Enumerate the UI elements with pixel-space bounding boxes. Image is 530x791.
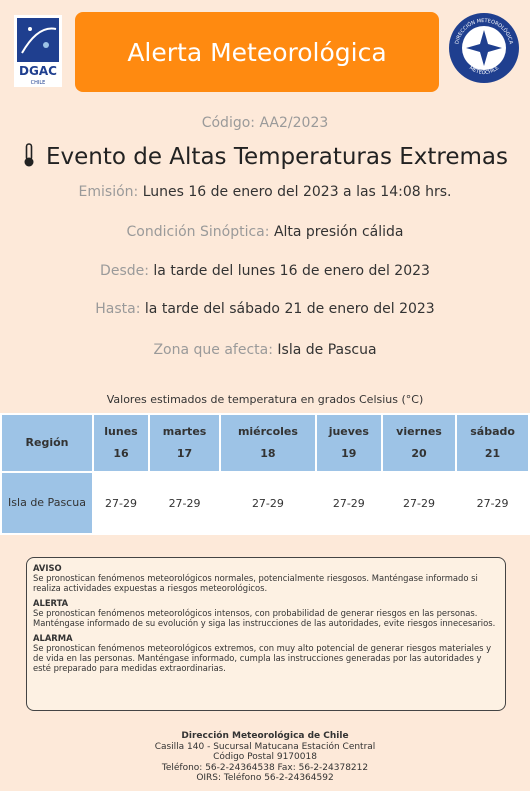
- field-label: Condición Sinóptica:: [126, 224, 270, 240]
- logo-arc-bottom: METEOCHILE: [468, 65, 500, 76]
- day-date: 16: [113, 447, 129, 460]
- field-label: Emisión:: [78, 184, 139, 200]
- footer-line: OIRS: Teléfono 56-2-24364592: [196, 773, 334, 783]
- day-name: lunes: [104, 425, 138, 438]
- region-header: Región: [0, 413, 94, 473]
- field-label: Hasta:: [95, 301, 141, 317]
- footer-line: Código Postal 9170018: [213, 752, 317, 762]
- day-name: jueves: [328, 425, 369, 438]
- meteochile-logo: DIRECCIÓN METEOROLÓGICA METEOCHILE: [449, 13, 519, 83]
- field-value: Lunes 16 de enero del 2023 a las 14:08 h…: [142, 184, 452, 200]
- alert-levels: AVISO Se pronostican fenómenos meteorológ…: [26, 557, 506, 711]
- day-header: lunes 16: [92, 413, 150, 473]
- value-cell: 27-29: [380, 471, 458, 535]
- table-caption: Valores estimados de temperatura en grad…: [106, 393, 424, 406]
- logo-arc-text: METEOCHILE: [468, 65, 500, 76]
- data-row: Isla de Pascua 27-29 27-29 27-29 27-29 27-29 2…: [0, 471, 530, 535]
- day-date: 18: [260, 447, 276, 460]
- level-text: Se pronostican fenómenos meteorológicos …: [33, 608, 496, 628]
- day-name: sábado: [470, 425, 515, 438]
- field-label: Desde:: [100, 263, 149, 279]
- day-date: 17: [176, 447, 193, 460]
- banner-title: Alerta Meteorológica: [75, 12, 439, 92]
- field-label: Zona que afecta:: [153, 342, 273, 358]
- field: Desde: la tarde del lunes 16 de enero de…: [0, 263, 530, 279]
- value-cell: 27-29: [455, 471, 530, 535]
- day-header: miércoles 18: [219, 413, 317, 473]
- field-value: la tarde del sábado 21 de enero del 2023: [144, 301, 435, 317]
- event-line: Evento de Altas Temperaturas Extremas: [0, 142, 530, 170]
- code-value: AA2/2023: [259, 115, 329, 131]
- footer: Dirección Meteorológica de Chile Casilla …: [0, 731, 530, 784]
- code-line: Código: AA2/2023: [0, 115, 530, 131]
- day-header: martes 17: [147, 413, 222, 473]
- day-header: jueves 19: [314, 413, 383, 473]
- day-name: martes: [162, 425, 207, 438]
- field: Emisión: Lunes 16 de enero del 2023 a la…: [0, 184, 530, 200]
- day-date: 20: [411, 447, 427, 460]
- level-text: Se pronostican fenómenos meteorológicos …: [33, 573, 478, 593]
- field-value: Alta presión cálida: [273, 224, 404, 240]
- field: Zona que afecta: Isla de Pascua: [0, 342, 530, 358]
- value-cell: 27-29: [219, 471, 317, 535]
- dgac-logo: DGAC CHILE: [14, 15, 62, 87]
- code-label: Código:: [201, 115, 256, 131]
- footer-line: Casilla 140 - Sucursal Matucana Estación…: [154, 741, 376, 752]
- thermometer-icon: [24, 143, 34, 167]
- day-header: sábado 21: [455, 413, 530, 473]
- level-text: Se pronostican fenómenos meteorológicos …: [33, 643, 492, 673]
- day-name: viernes: [396, 425, 442, 438]
- footer-line: Teléfono: 56-2-24364538 Fax: 56-2-243782…: [161, 762, 369, 773]
- value-cell: 27-29: [92, 471, 150, 535]
- day-date: 21: [484, 447, 501, 460]
- level-title: AVISO: [33, 563, 62, 573]
- forecast-table: Región lunes 16 martes 17 miércoles 18 jueves 19…: [0, 413, 530, 535]
- day-name: miércoles: [237, 425, 298, 438]
- event-title: Evento de Altas Temperaturas Extremas: [45, 144, 509, 170]
- field: Condición Sinóptica: Alta presión cálida: [0, 224, 530, 240]
- field: Hasta: la tarde del sábado 21 de enero d…: [0, 301, 530, 317]
- day-header: viernes 20: [380, 413, 458, 473]
- region-cell: Isla de Pascua: [0, 471, 94, 535]
- field-value: Isla de Pascua: [277, 342, 377, 358]
- day-date: 19: [341, 447, 357, 460]
- header-row: Región lunes 16 martes 17 miércoles 18 jueves 19…: [0, 413, 530, 473]
- value-cell: 27-29: [314, 471, 383, 535]
- logo-text: DGAC: [19, 64, 57, 78]
- level-title: ALARMA: [33, 633, 73, 643]
- level-title: ALERTA: [33, 598, 69, 608]
- footer-line: Dirección Meteorológica de Chile: [181, 731, 349, 741]
- logo-subtext: CHILE: [31, 80, 46, 86]
- value-cell: 27-29: [147, 471, 222, 535]
- field-value: la tarde del lunes 16 de enero del 2023: [153, 263, 430, 279]
